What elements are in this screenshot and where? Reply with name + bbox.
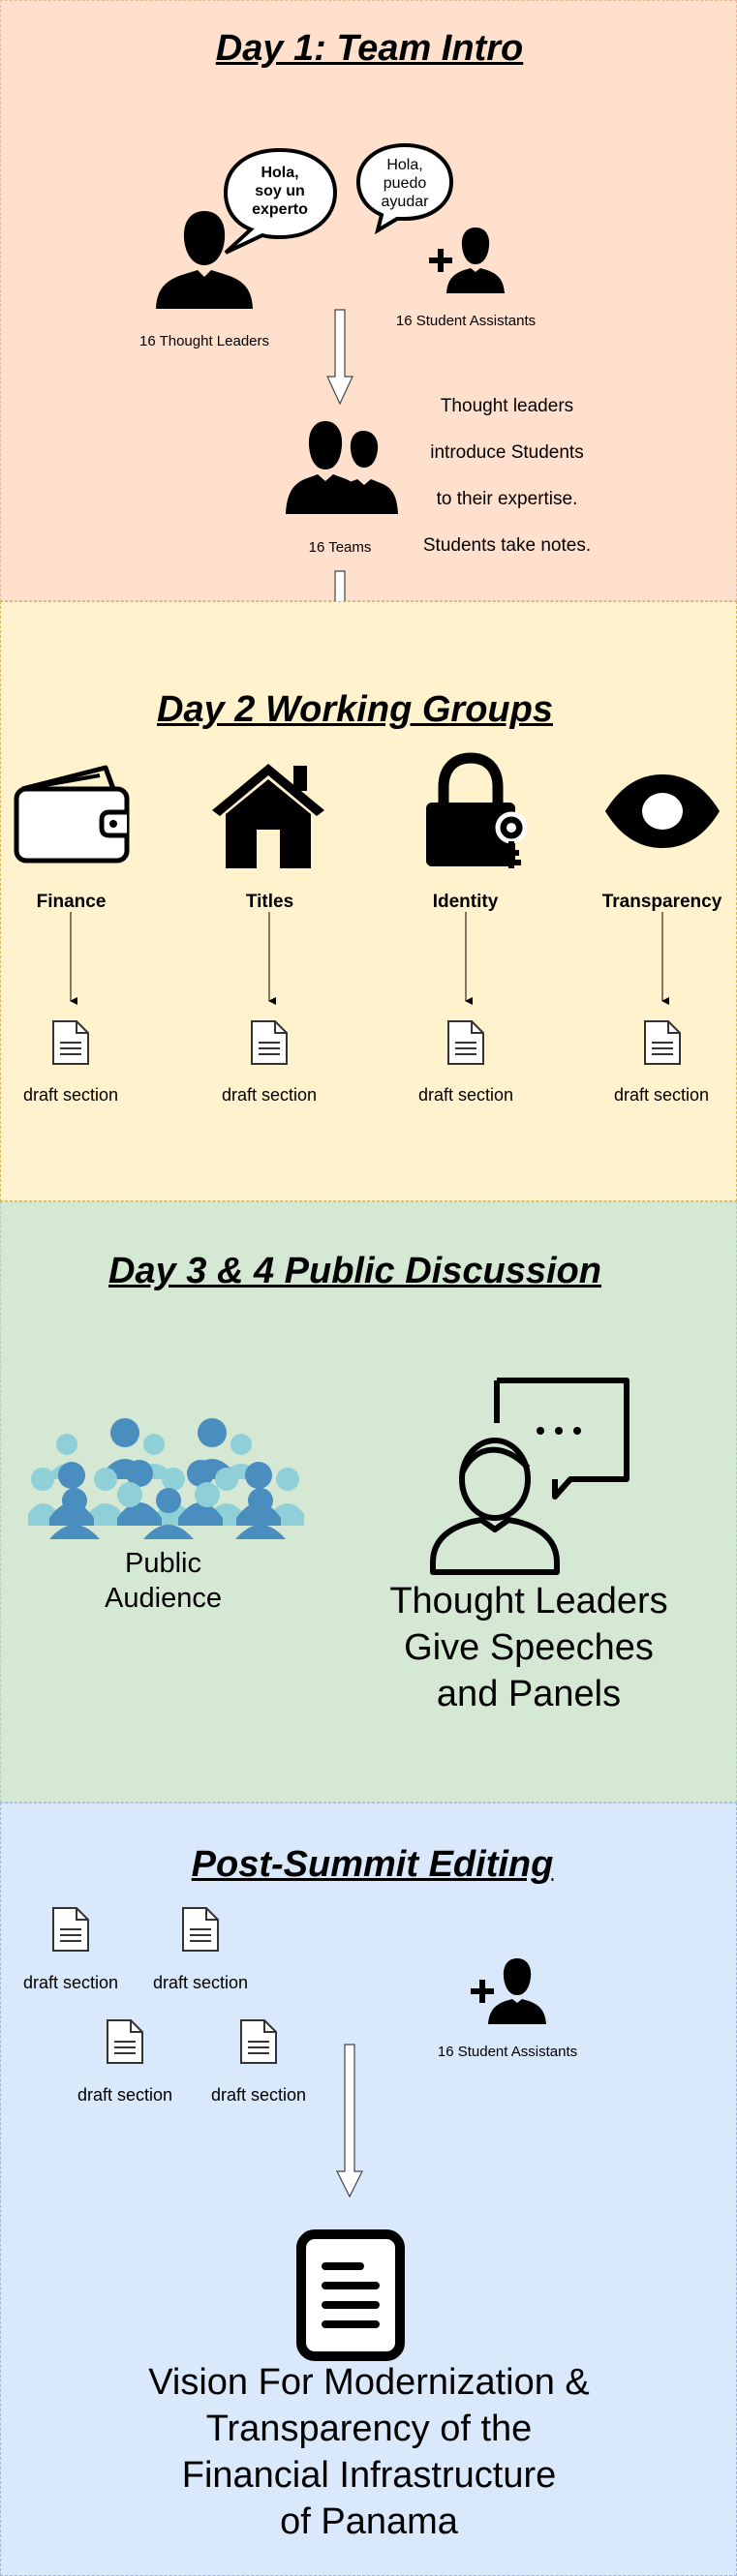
document-icon bbox=[52, 1020, 89, 1065]
audience-icon bbox=[28, 1418, 304, 1539]
vision-title-line: Vision For Modernization & bbox=[148, 2362, 590, 2403]
group-label-finance: Finance bbox=[36, 892, 107, 912]
day1-section: Day 1: Team Intro Hola, soy un experto 1… bbox=[0, 0, 737, 669]
audience-label-line: Audience bbox=[105, 1583, 222, 1614]
vision-title: Vision For Modernization & Transparency … bbox=[59, 2359, 679, 2545]
day1-note-line: to their expertise. bbox=[436, 489, 578, 509]
day1-title: Day 1: Team Intro bbox=[215, 28, 524, 69]
vision-title-line: Financial Infrastructure bbox=[181, 2455, 557, 2496]
add-person-icon bbox=[471, 1958, 546, 2024]
document-icon bbox=[52, 1907, 89, 1952]
document-icon bbox=[107, 2019, 143, 2064]
assistant-bubble-line: ayudar bbox=[381, 194, 429, 210]
eye-icon bbox=[605, 774, 720, 848]
document-icon bbox=[447, 1020, 484, 1065]
vision-title-line: Transparency of the bbox=[205, 2409, 533, 2449]
day1-note-line: Students take notes. bbox=[422, 535, 592, 556]
vision-title-line: of Panama bbox=[280, 2501, 458, 2542]
day3-section: Day 3 & 4 Public Discussion bbox=[0, 1201, 737, 1803]
audience-label-line: Public bbox=[125, 1548, 201, 1579]
audience-label: Public Audience bbox=[54, 1546, 272, 1616]
document-icon bbox=[240, 2019, 277, 2064]
day1-note-line: introduce Students bbox=[430, 442, 584, 463]
student-assistants-label: 16 Student Assistants bbox=[437, 2044, 578, 2060]
speech-bubble-icon bbox=[355, 142, 454, 235]
assistant-bubble-line: Hola, bbox=[386, 157, 423, 173]
add-person-icon bbox=[429, 227, 505, 293]
student-assistants-label: 16 Student Assistants bbox=[395, 313, 537, 329]
draft-section-label: draft section bbox=[77, 2085, 173, 2105]
assistant-bubble-line: puedo bbox=[383, 175, 427, 192]
group-label-titles: Titles bbox=[245, 892, 294, 912]
speaker-label-line: Thought Leaders bbox=[389, 1581, 668, 1621]
draft-section-label: draft section bbox=[210, 2085, 307, 2105]
speaker-label-line: and Panels bbox=[436, 1674, 622, 1714]
final-document-icon bbox=[296, 2229, 405, 2361]
speaker-icon bbox=[430, 1378, 630, 1575]
draft-section-label: draft section bbox=[22, 1085, 119, 1105]
group-label-transparency: Transparency bbox=[601, 892, 722, 912]
leader-bubble-text: Hola, soy un experto bbox=[231, 164, 328, 219]
speech-bubble-icon bbox=[223, 147, 338, 255]
teams-label: 16 Teams bbox=[308, 539, 372, 556]
day2-section: Day 2 Working Groups bbox=[0, 601, 737, 1201]
draft-section-label: draft section bbox=[221, 1085, 318, 1105]
group-label-identity: Identity bbox=[432, 892, 499, 912]
day3-title: Day 3 & 4 Public Discussion bbox=[108, 1251, 601, 1291]
speaker-label: Thought Leaders Give Speeches and Panels bbox=[354, 1578, 703, 1717]
arrow-down-icon bbox=[336, 2044, 363, 2198]
assistant-bubble-text: Hola, puedo ayudar bbox=[356, 156, 453, 211]
thought-leader-icon bbox=[156, 211, 253, 309]
document-icon bbox=[644, 1020, 681, 1065]
arrow-down-icon bbox=[326, 309, 353, 406]
group-connectors bbox=[70, 912, 669, 1005]
document-icon bbox=[182, 1907, 219, 1952]
house-icon bbox=[212, 764, 324, 868]
day1-note-line: Thought leaders bbox=[440, 396, 574, 416]
draft-section-label: draft section bbox=[152, 1973, 249, 1992]
post-summit-section: Post-Summit Editing draft section draft … bbox=[0, 1803, 737, 2576]
leader-bubble-line: experto bbox=[252, 201, 308, 218]
draft-section-label: draft section bbox=[22, 1973, 119, 1992]
lock-key-icon bbox=[426, 752, 528, 868]
team-icon bbox=[286, 421, 398, 514]
day2-title: Day 2 Working Groups bbox=[157, 689, 553, 730]
thought-leaders-label: 16 Thought Leaders bbox=[139, 333, 269, 349]
speaker-label-line: Give Speeches bbox=[404, 1627, 654, 1668]
leader-bubble-line: soy un bbox=[255, 183, 305, 199]
draft-section-label: draft section bbox=[613, 1085, 710, 1105]
leader-bubble-line: Hola, bbox=[261, 165, 299, 181]
wallet-icon bbox=[14, 765, 130, 864]
post-summit-title: Post-Summit Editing bbox=[191, 1844, 554, 1885]
document-icon bbox=[251, 1020, 288, 1065]
draft-section-label: draft section bbox=[417, 1085, 514, 1105]
